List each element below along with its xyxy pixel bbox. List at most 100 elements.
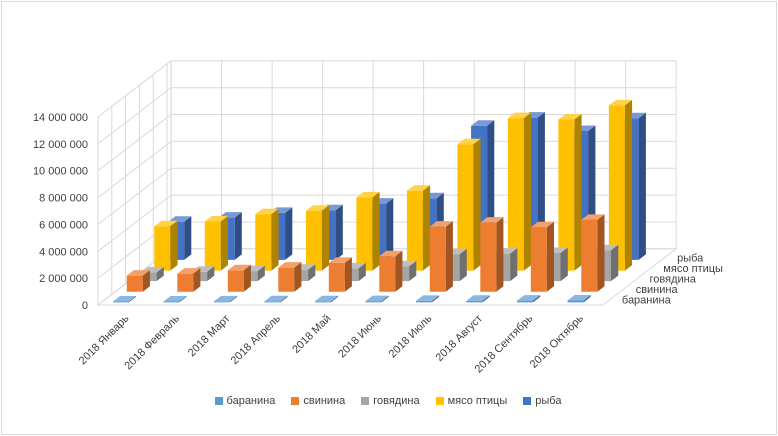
legend-label: свинина [303, 395, 346, 407]
series-depth-label: свинина [636, 284, 679, 296]
bar [365, 301, 382, 303]
bar-side [574, 114, 582, 271]
bar [204, 221, 221, 271]
bar [517, 300, 533, 303]
bar-side [335, 204, 343, 260]
x-tick-label: 2018 Март [186, 313, 233, 360]
legend-item: мясо птицы [435, 395, 508, 407]
y-tick-label: 2 000 000 [39, 273, 88, 285]
legend-item: баранина [214, 395, 276, 407]
bar-top [379, 250, 403, 257]
legend-swatch [291, 397, 300, 405]
bar-side [193, 268, 201, 292]
bar-top [466, 295, 490, 301]
bar-side [344, 257, 352, 292]
chart-floor [96, 248, 678, 306]
bar [113, 301, 129, 303]
bar-side [409, 260, 417, 282]
legend-item: свинина [291, 395, 345, 407]
legend-swatch [435, 397, 444, 405]
bar [507, 118, 524, 271]
bar-top [213, 295, 238, 302]
bar-top [328, 257, 352, 263]
bar [213, 301, 230, 303]
bar [406, 190, 423, 271]
bar-side [510, 248, 518, 282]
bar-side [257, 265, 265, 282]
x-tick-label: 2018 Февраль [122, 312, 182, 372]
bar-side [523, 112, 532, 271]
legend-swatch [361, 397, 370, 405]
bar [457, 144, 474, 271]
bar-side [128, 296, 137, 303]
bar-side [560, 247, 568, 282]
y-tick-label: 14 000 000 [33, 112, 88, 124]
bar-side [381, 295, 389, 303]
y-tick-label: 0 [82, 300, 88, 312]
bar-top [365, 295, 389, 302]
legend-label: говядина [373, 395, 420, 407]
legend-item: рыба [523, 395, 561, 407]
bar-top [558, 114, 582, 120]
bar-side [156, 266, 164, 282]
x-tick-label: 2018 Июль [387, 312, 435, 360]
bar [264, 301, 281, 303]
x-tick-label: 2018 Апрель [229, 312, 284, 367]
bar [480, 222, 497, 292]
bar-side [624, 99, 633, 271]
bar-side [638, 112, 646, 260]
gridline [97, 60, 677, 118]
bar-top [530, 221, 554, 228]
bar-side [611, 244, 619, 282]
bar [163, 301, 180, 303]
bar-top [278, 262, 302, 268]
bar-top [227, 264, 251, 271]
bar-top [154, 220, 178, 227]
bar-top [480, 217, 504, 223]
bar-top [204, 216, 228, 222]
bar-top [177, 268, 201, 274]
bar-side [482, 295, 490, 303]
bar-side [243, 264, 251, 292]
bar [558, 119, 575, 271]
bar [415, 300, 432, 303]
bar-side [597, 214, 605, 292]
legend-label: мясо птицы [447, 395, 508, 407]
bar-side [142, 270, 150, 292]
bar-top [406, 185, 431, 191]
bar-side [207, 266, 215, 282]
bar [567, 300, 584, 303]
bar-side [386, 198, 394, 260]
x-tick-label: 2018 Август [434, 313, 485, 364]
bar-top [581, 214, 605, 220]
x-tick-label: 2018 Октябрь [528, 312, 586, 370]
bar-side [294, 262, 302, 292]
bar-side [445, 221, 453, 292]
legend-swatch [523, 397, 532, 405]
bar-side [358, 262, 366, 282]
bar-top [429, 221, 453, 227]
series-depth-label: мясо птицы [663, 263, 723, 275]
y-tick-label: 12 000 000 [33, 139, 88, 151]
bar-top [264, 295, 288, 302]
series-depth-label: рыба [677, 252, 704, 264]
bar-side [533, 295, 541, 303]
bar-side [184, 216, 192, 260]
bar-top [168, 216, 192, 222]
y-tick-label: 8 000 000 [39, 193, 88, 205]
bar-top [126, 270, 150, 276]
legend-label: баранина [226, 395, 276, 407]
bar [581, 219, 598, 292]
bar-top [415, 295, 440, 301]
bar-top [471, 120, 495, 126]
bar [177, 273, 194, 292]
y-tick-label: 10 000 000 [33, 166, 88, 178]
bar [314, 301, 331, 303]
bar [255, 214, 272, 271]
y-tick-label: 4 000 000 [39, 246, 88, 258]
bar-side [234, 212, 242, 260]
bar-side [308, 264, 316, 282]
bar-top [163, 296, 187, 302]
bar-side [280, 295, 288, 303]
bar [356, 197, 373, 271]
